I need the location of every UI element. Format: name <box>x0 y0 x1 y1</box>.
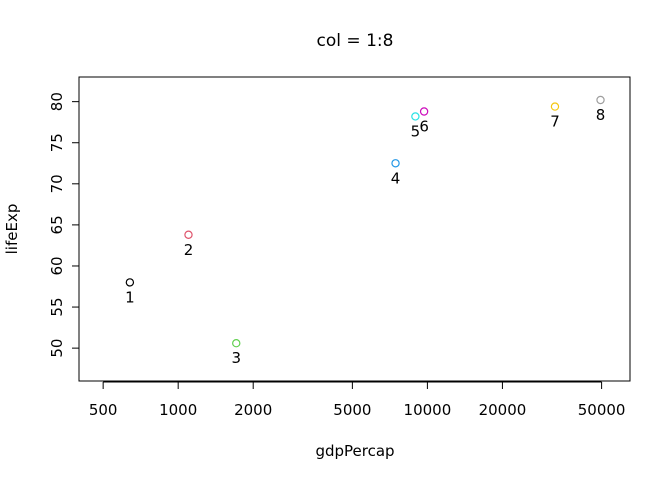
data-point <box>391 159 400 168</box>
x-axis: 500 1000 2000 5000 10000 20000 50000 <box>89 381 626 419</box>
point-label: 8 <box>596 106 606 124</box>
x-axis-title: gdpPercap <box>315 442 394 460</box>
point-label: 5 <box>411 122 421 140</box>
y-tick-label: 50 <box>48 339 66 358</box>
point-label: 6 <box>419 118 429 136</box>
data-point <box>596 95 605 105</box>
plot-frame <box>78 76 631 382</box>
x-tick-label: 1000 <box>159 401 197 419</box>
data-point <box>411 112 420 121</box>
y-tick-label: 55 <box>48 298 66 317</box>
x-tick-label: 5000 <box>333 401 371 419</box>
point-label: 7 <box>550 113 560 131</box>
point-label: 1 <box>125 288 135 306</box>
x-tick-label: 20000 <box>479 401 527 419</box>
x-tick-label: 50000 <box>578 401 626 419</box>
x-tick-label: 2000 <box>234 401 272 419</box>
chart-title: col = 1:8 <box>317 31 394 51</box>
point-label: 4 <box>391 169 401 187</box>
point-label: 2 <box>184 241 194 259</box>
data-point <box>419 107 429 116</box>
y-tick-label: 65 <box>48 215 66 234</box>
y-tick-label: 70 <box>48 174 66 193</box>
data-point <box>125 278 135 287</box>
data-points: 1 2 3 4 5 6 7 8 <box>125 95 606 367</box>
y-tick-label: 80 <box>48 92 66 111</box>
x-tick-label: 500 <box>89 401 118 419</box>
y-tick-label: 75 <box>48 133 66 152</box>
data-point <box>550 102 560 111</box>
x-tick-label: 10000 <box>404 401 452 419</box>
y-axis-title: lifeExp <box>3 204 21 255</box>
point-label: 3 <box>231 349 241 367</box>
y-axis: 50 55 60 65 70 75 80 <box>48 92 80 358</box>
data-point <box>184 230 193 239</box>
data-point <box>232 339 241 348</box>
y-tick-label: 60 <box>48 256 66 275</box>
